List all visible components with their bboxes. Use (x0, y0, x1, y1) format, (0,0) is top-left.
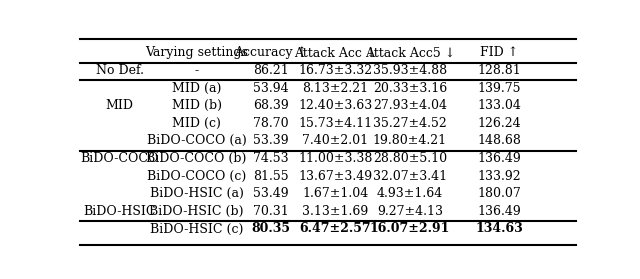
Text: 35.93±4.88: 35.93±4.88 (372, 64, 447, 77)
Text: 133.92: 133.92 (477, 170, 521, 183)
Text: BiDO-COCO: BiDO-COCO (81, 152, 159, 165)
Text: 81.55: 81.55 (253, 170, 289, 183)
Text: BiDO-COCO (b): BiDO-COCO (b) (147, 152, 247, 165)
Text: Attack Acc ↓: Attack Acc ↓ (294, 46, 376, 59)
Text: 3.13±1.69: 3.13±1.69 (302, 205, 369, 218)
Text: 8.13±2.21: 8.13±2.21 (302, 81, 369, 95)
Text: 126.24: 126.24 (477, 117, 521, 130)
Text: BiDO-HSIC (c): BiDO-HSIC (c) (150, 222, 243, 235)
Text: 16.07±2.91: 16.07±2.91 (370, 222, 450, 235)
Text: MID (c): MID (c) (172, 117, 221, 130)
Text: 13.67±3.49: 13.67±3.49 (298, 170, 372, 183)
Text: BiDO-HSIC: BiDO-HSIC (83, 205, 156, 218)
Text: 70.31: 70.31 (253, 205, 289, 218)
Text: MID (b): MID (b) (172, 99, 221, 112)
Text: 80.35: 80.35 (252, 222, 291, 235)
Text: 4.93±1.64: 4.93±1.64 (377, 187, 443, 200)
Text: BiDO-HSIC (a): BiDO-HSIC (a) (150, 187, 243, 200)
Text: No Def.: No Def. (96, 64, 144, 77)
Text: 35.27±4.52: 35.27±4.52 (373, 117, 447, 130)
Text: BiDO-COCO (a): BiDO-COCO (a) (147, 134, 246, 147)
Text: Attack Acc5 ↓: Attack Acc5 ↓ (365, 46, 455, 59)
Text: 11.00±3.38: 11.00±3.38 (298, 152, 372, 165)
Text: 128.81: 128.81 (477, 64, 521, 77)
Text: 7.40±2.01: 7.40±2.01 (302, 134, 369, 147)
Text: BiDO-HSIC (b): BiDO-HSIC (b) (149, 205, 244, 218)
Text: 16.73±3.32: 16.73±3.32 (298, 64, 372, 77)
Text: 53.49: 53.49 (253, 187, 289, 200)
Text: 136.49: 136.49 (477, 205, 521, 218)
Text: 28.80±5.10: 28.80±5.10 (372, 152, 447, 165)
Text: FID ↑: FID ↑ (480, 46, 518, 59)
Text: 27.93±4.04: 27.93±4.04 (373, 99, 447, 112)
Text: 32.07±3.41: 32.07±3.41 (372, 170, 447, 183)
Text: 68.39: 68.39 (253, 99, 289, 112)
Text: 19.80±4.21: 19.80±4.21 (372, 134, 447, 147)
Text: 6.47±2.57: 6.47±2.57 (300, 222, 371, 235)
Text: 20.33±3.16: 20.33±3.16 (372, 81, 447, 95)
Text: 133.04: 133.04 (477, 99, 521, 112)
Text: 1.67±1.04: 1.67±1.04 (302, 187, 369, 200)
Text: 53.39: 53.39 (253, 134, 289, 147)
Text: 134.63: 134.63 (476, 222, 523, 235)
Text: 12.40±3.63: 12.40±3.63 (298, 99, 372, 112)
Text: -: - (195, 64, 198, 77)
Text: 15.73±4.11: 15.73±4.11 (298, 117, 372, 130)
Text: BiDO-COCO (c): BiDO-COCO (c) (147, 170, 246, 183)
Text: 78.70: 78.70 (253, 117, 289, 130)
Text: 9.27±4.13: 9.27±4.13 (377, 205, 443, 218)
Text: 136.49: 136.49 (477, 152, 521, 165)
Text: 148.68: 148.68 (477, 134, 521, 147)
Text: Varying settings: Varying settings (145, 46, 248, 59)
Text: MID (a): MID (a) (172, 81, 221, 95)
Text: 53.94: 53.94 (253, 81, 289, 95)
Text: 74.53: 74.53 (253, 152, 289, 165)
Text: Accuracy ↑: Accuracy ↑ (234, 46, 308, 59)
Text: MID: MID (106, 99, 134, 112)
Text: 86.21: 86.21 (253, 64, 289, 77)
Text: 139.75: 139.75 (477, 81, 521, 95)
Text: 180.07: 180.07 (477, 187, 521, 200)
